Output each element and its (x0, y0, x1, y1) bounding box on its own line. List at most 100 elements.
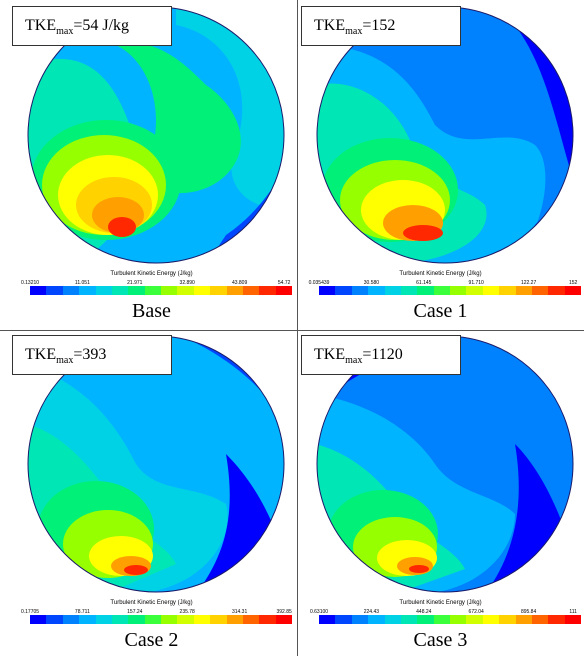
colorbar-swatch (193, 615, 211, 624)
colorbar-tick: 224.43 (363, 609, 380, 615)
colorbar-swatch (417, 615, 434, 624)
colorbar-swatch (79, 286, 96, 295)
colorbar-swatch (564, 615, 581, 624)
colorbar-swatch (515, 286, 532, 295)
colorbar-ticks: 0.035439 30.580 61.145 91.710 122.27 152 (309, 280, 581, 288)
colorbar-swatch (400, 286, 418, 295)
colorbar-tick: 78.711 (74, 609, 90, 615)
colorbar-swatch (400, 615, 418, 624)
tke-label-box: TKEmax=1120 (301, 335, 461, 375)
colorbar-swatch (515, 615, 532, 624)
colorbar-swatch (482, 615, 500, 624)
colorbar-swatch (384, 615, 401, 624)
colorbar-swatch (482, 286, 500, 295)
tke-label-box: TKEmax=152 (301, 6, 461, 46)
colorbar-swatch (177, 615, 194, 624)
colorbar-tick: 11.051 (74, 280, 90, 286)
colorbar-swatch (450, 615, 467, 624)
colorbar-swatch (95, 286, 112, 295)
colorbar (30, 615, 292, 624)
panel-caption: Base (132, 300, 171, 322)
colorbar-swatch (531, 615, 549, 624)
colorbar-swatch (242, 286, 260, 295)
colorbar-swatch (111, 615, 129, 624)
colorbar-swatch (210, 615, 227, 624)
colorbar-tick: 54.72 (277, 280, 291, 286)
colorbar-swatch (499, 615, 516, 624)
colorbar-tick: 392.85 (276, 609, 292, 615)
colorbar-swatch (450, 286, 467, 295)
colorbar-tick: 21.971 (127, 280, 143, 286)
contour-disc-case-2 (27, 335, 285, 593)
colorbar-tick: 0.13210 (20, 280, 40, 286)
colorbar-swatch (161, 286, 178, 295)
colorbar-swatch (417, 286, 434, 295)
colorbar-tick: 895.84 (520, 609, 537, 615)
colorbar-swatch (384, 286, 401, 295)
colorbar-swatch (335, 286, 352, 295)
colorbar-swatch (531, 286, 549, 295)
contour-disc-case-1 (316, 6, 574, 264)
colorbar-swatch (30, 286, 47, 295)
colorbar-tick: 448.24 (416, 609, 432, 615)
colorbar-swatch (275, 615, 292, 624)
colorbar-swatch (368, 615, 385, 624)
colorbar-swatch (210, 286, 227, 295)
tke-label: TKEmax=152 (314, 17, 396, 38)
colorbar (30, 286, 292, 295)
colorbar-tick: 152 (568, 280, 578, 286)
contour-disc-base (27, 6, 285, 264)
colorbar-tick: 30.580 (363, 280, 380, 286)
colorbar-tick: 235.78 (179, 609, 195, 615)
colorbar-title: Turbulent Kinetic Energy (J/kg) (399, 600, 482, 606)
tke-label: TKEmax=54 J/kg (25, 17, 130, 38)
colorbar-swatch (242, 615, 260, 624)
panel-case-3: TKEmax=1120 Turbulent Kinetic Energy (J/… (297, 331, 584, 657)
colorbar-swatch (499, 286, 516, 295)
colorbar-swatch (62, 615, 80, 624)
tke-label-box: TKEmax=393 (12, 335, 172, 375)
colorbar-tick: 0.035439 (308, 280, 330, 286)
colorbar-tick: 91.710 (468, 280, 484, 286)
colorbar (319, 286, 581, 295)
colorbar-tick: 0.17705 (20, 609, 40, 615)
colorbar-swatch (351, 286, 369, 295)
colorbar-swatch (193, 286, 211, 295)
colorbar-swatch (226, 615, 243, 624)
colorbar-tick: 32.890 (179, 280, 195, 286)
panel-caption: Case 3 (413, 629, 468, 651)
colorbar-ticks: 0.17705 78.711 157.24 235.78 314.31 392.… (21, 609, 292, 617)
tke-label: TKEmax=1120 (314, 346, 403, 367)
colorbar-swatch (275, 286, 292, 295)
colorbar-swatch (46, 286, 63, 295)
panel-base: TKEmax=54 J/kg Turbulent Kinetic Energy … (8, 2, 295, 328)
colorbar-swatch (128, 286, 145, 295)
colorbar-swatch (226, 286, 243, 295)
colorbar-title: Turbulent Kinetic Energy (J/kg) (110, 271, 193, 277)
panel-caption: Case 2 (124, 629, 179, 651)
colorbar-tick: 61.145 (416, 280, 432, 286)
colorbar-swatch (433, 615, 450, 624)
colorbar-swatch (128, 615, 145, 624)
panel-case-2: TKEmax=393 Turbulent Kinetic Energy (J/k… (8, 331, 295, 657)
colorbar-swatch (144, 615, 161, 624)
panel-case-1: TKEmax=152 Turbulent Kinetic Energy (J/k… (297, 2, 584, 328)
colorbar-tick: 122.27 (520, 280, 537, 286)
colorbar-swatch (433, 286, 450, 295)
tke-label-box: TKEmax=54 J/kg (12, 6, 172, 46)
colorbar-title: Turbulent Kinetic Energy (J/kg) (110, 600, 193, 606)
colorbar-tick: 43.809 (231, 280, 248, 286)
colorbar-swatch (95, 615, 112, 624)
colorbar-swatch (259, 615, 276, 624)
colorbar-swatch (564, 286, 581, 295)
colorbar-tick: 672.04 (468, 609, 484, 615)
colorbar-swatch (259, 286, 276, 295)
colorbar-tick: 314.31 (231, 609, 248, 615)
colorbar-swatch (62, 286, 80, 295)
colorbar-title: Turbulent Kinetic Energy (J/kg) (399, 271, 482, 277)
colorbar-swatch (548, 286, 565, 295)
panel-caption: Case 1 (413, 300, 468, 322)
colorbar (319, 615, 581, 624)
colorbar-swatch (548, 615, 565, 624)
